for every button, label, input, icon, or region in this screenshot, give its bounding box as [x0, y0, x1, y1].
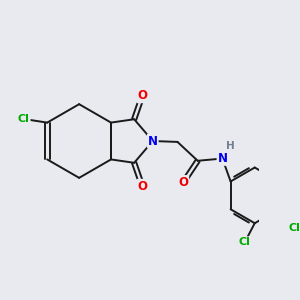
Text: Cl: Cl — [239, 237, 251, 247]
Text: Cl: Cl — [289, 223, 300, 233]
Text: H: H — [226, 141, 235, 151]
Text: O: O — [178, 176, 188, 189]
Text: Cl: Cl — [18, 114, 30, 124]
Text: N: N — [148, 134, 158, 148]
Text: N: N — [218, 152, 227, 165]
Text: O: O — [137, 89, 147, 102]
Text: O: O — [137, 180, 147, 193]
